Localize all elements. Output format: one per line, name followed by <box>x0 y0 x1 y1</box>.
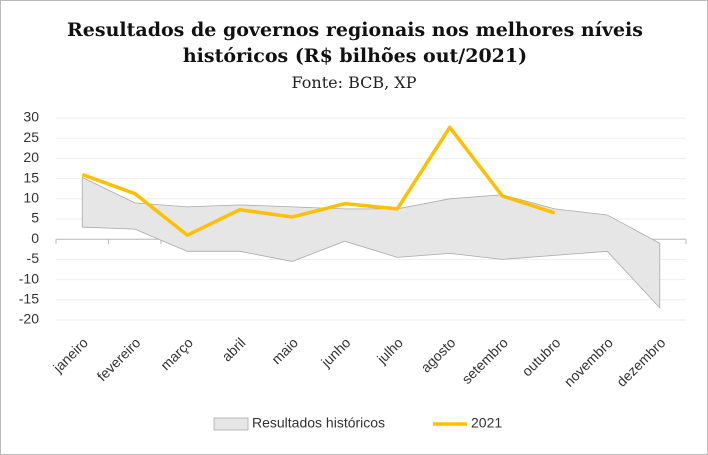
x-tick-label: abril <box>218 334 248 364</box>
y-tick-label: -15 <box>19 291 39 307</box>
y-tick-label: -5 <box>27 250 40 266</box>
x-tick-label: junho <box>317 334 353 370</box>
y-tick-label: -20 <box>19 311 39 327</box>
x-tick-label: novembro <box>561 334 616 389</box>
y-tick-label: 20 <box>23 149 39 165</box>
x-tick-label: outubro <box>519 334 564 379</box>
y-tick-label: 25 <box>23 129 39 145</box>
x-tick-label: fevereiro <box>94 334 144 384</box>
y-tick-label: 5 <box>31 210 39 226</box>
x-tick-label: julho <box>373 334 406 367</box>
legend-swatch <box>213 417 249 431</box>
chart-subtitle: Fonte: BCB, XP <box>291 73 417 92</box>
x-tick-label: dezembro <box>613 334 668 389</box>
y-tick-label: 10 <box>23 190 39 206</box>
y-tick-label: 0 <box>31 230 39 246</box>
chart-title: Resultados de governos regionais nos mel… <box>67 19 643 67</box>
y-tick-label: 15 <box>23 169 39 185</box>
legend-label: 2021 <box>471 415 502 431</box>
x-tick-label: maio <box>268 334 301 367</box>
legend-label: Resultados históricos <box>252 415 385 431</box>
range-area <box>81 176 661 309</box>
series-line <box>81 125 556 237</box>
x-tick-label: setembro <box>458 334 511 387</box>
y-tick-label: -10 <box>19 270 39 286</box>
y-tick-label: 30 <box>23 109 39 125</box>
x-tick-label: março <box>157 334 196 373</box>
x-tick-label: janeiro <box>49 334 91 376</box>
x-tick-label: agosto <box>417 334 458 375</box>
